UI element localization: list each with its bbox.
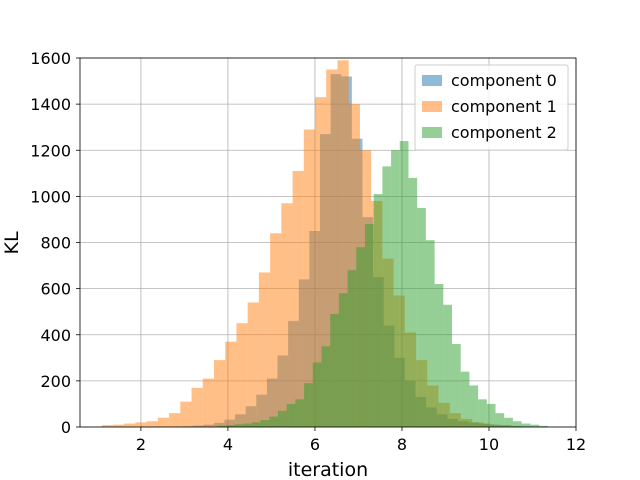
series-2-bar bbox=[338, 293, 348, 427]
x-axis-label: iteration bbox=[288, 459, 368, 480]
y-tick-label-0: 0 bbox=[61, 418, 71, 437]
y-tick-label-6: 1200 bbox=[30, 141, 71, 160]
x-axis-ticks: 2 4 6 8 10 12 bbox=[136, 427, 586, 454]
x-tick-label-4: 10 bbox=[479, 435, 499, 454]
series-1-bar bbox=[169, 413, 181, 427]
x-tick-label-0: 2 bbox=[136, 435, 146, 454]
series-2-bar bbox=[452, 343, 461, 427]
series-2-bar bbox=[469, 385, 479, 427]
series-2-bar bbox=[460, 371, 470, 427]
x-tick-label-5: 12 bbox=[566, 435, 586, 454]
series-1-bar bbox=[247, 302, 259, 427]
series-2-bar bbox=[217, 425, 226, 427]
legend-label-2: component 2 bbox=[451, 123, 557, 142]
legend-swatch-0 bbox=[422, 75, 442, 86]
series-2-bar bbox=[295, 399, 305, 427]
series-2-bar bbox=[321, 346, 331, 427]
series-2-bar bbox=[330, 313, 339, 427]
series-2-bar bbox=[521, 423, 531, 427]
series-1-bar bbox=[225, 341, 237, 427]
series-1-bar bbox=[348, 104, 360, 427]
series-1-bar bbox=[135, 422, 147, 427]
series-1-bar bbox=[157, 417, 170, 427]
series-1-bar bbox=[202, 378, 215, 427]
x-tick-label-2: 6 bbox=[310, 435, 320, 454]
series-2-bar bbox=[373, 194, 383, 427]
series-1-bar bbox=[258, 272, 271, 427]
y-tick-label-7: 1400 bbox=[30, 95, 71, 114]
series-2-bar bbox=[399, 141, 409, 427]
series-2-bar bbox=[530, 424, 540, 427]
series-2-bar bbox=[251, 422, 261, 427]
series-2-bar bbox=[443, 304, 452, 427]
series-2-bar bbox=[286, 403, 296, 427]
series-2-bar bbox=[495, 413, 505, 427]
series-1-bar bbox=[292, 171, 304, 427]
y-tick-label-1: 200 bbox=[40, 372, 71, 391]
series-2-bar bbox=[225, 425, 235, 427]
series-2-bars bbox=[217, 141, 548, 428]
series-1-bar bbox=[281, 203, 293, 427]
legend-label-0: component 0 bbox=[451, 71, 557, 90]
y-tick-label-2: 400 bbox=[40, 326, 71, 345]
series-1-bar bbox=[315, 97, 327, 428]
series-1-bar bbox=[337, 60, 349, 428]
series-2-bar bbox=[434, 284, 444, 427]
x-tick-label-3: 8 bbox=[397, 435, 407, 454]
y-tick-label-3: 600 bbox=[40, 280, 71, 299]
legend-box bbox=[414, 64, 569, 151]
series-2-bar bbox=[408, 177, 418, 427]
series-2-bar bbox=[425, 240, 435, 427]
series-1-bar bbox=[326, 69, 338, 427]
series-1-bar bbox=[112, 424, 125, 427]
series-2-bar bbox=[478, 399, 487, 427]
series-2-bar bbox=[486, 403, 496, 427]
series-2-bar bbox=[277, 410, 287, 427]
y-axis-ticks: 0 200 400 600 800 1000 1200 1400 1600 bbox=[30, 49, 80, 437]
series-1-bar bbox=[191, 387, 203, 427]
legend: component 0 component 1 component 2 bbox=[414, 64, 569, 151]
series-1-bar bbox=[101, 425, 113, 427]
series-1-bar bbox=[180, 401, 192, 427]
series-2-bar bbox=[347, 270, 357, 427]
series-2-bar bbox=[260, 420, 270, 427]
series-2-bar bbox=[304, 383, 313, 427]
series-2-bar bbox=[539, 425, 548, 427]
series-1-bar bbox=[124, 423, 136, 427]
series-2-bar bbox=[312, 362, 322, 427]
series-2-bar bbox=[504, 417, 513, 427]
series-2-bar bbox=[243, 423, 252, 427]
series-2-bar bbox=[391, 150, 400, 427]
series-2-bar bbox=[364, 224, 374, 427]
series-1-bar bbox=[303, 129, 316, 427]
series-2-bar bbox=[382, 166, 392, 428]
x-tick-label-1: 4 bbox=[223, 435, 233, 454]
y-axis-label: KL bbox=[1, 231, 23, 254]
legend-swatch-2 bbox=[422, 127, 442, 138]
series-1-bar bbox=[270, 233, 282, 427]
series-1-bar bbox=[214, 360, 226, 427]
y-tick-label-4: 800 bbox=[40, 234, 71, 253]
series-1-bar bbox=[146, 421, 158, 427]
series-1-bar bbox=[236, 323, 248, 427]
legend-label-1: component 1 bbox=[451, 97, 557, 116]
histogram-bars bbox=[101, 60, 548, 428]
series-2-bar bbox=[417, 207, 426, 427]
series-2-bar bbox=[234, 424, 244, 427]
series-2-bar bbox=[269, 416, 278, 427]
series-2-bar bbox=[512, 421, 522, 427]
y-tick-label-5: 1000 bbox=[30, 187, 71, 206]
y-tick-label-8: 1600 bbox=[30, 49, 71, 68]
legend-swatch-1 bbox=[422, 101, 442, 112]
series-2-bar bbox=[356, 247, 365, 427]
